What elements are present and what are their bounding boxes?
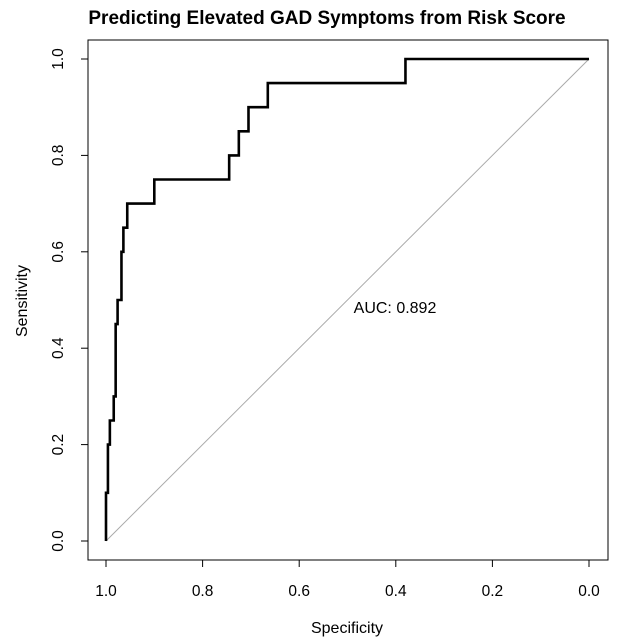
x-tick-label: 0.2 (482, 583, 504, 600)
y-axis: 0.0 0.2 0.4 0.6 0.8 1.0 (50, 48, 89, 552)
auc-annotation: AUC: 0.892 (354, 300, 437, 317)
y-tick-label: 0.4 (50, 337, 67, 359)
x-tick-label: 0.8 (192, 583, 214, 600)
x-axis-title: Specificity (311, 620, 383, 637)
x-tick-label: 1.0 (95, 583, 117, 600)
x-tick-label: 0.0 (578, 583, 600, 600)
y-tick-label: 0.8 (50, 145, 67, 167)
y-tick-label: 0.2 (50, 434, 67, 456)
x-axis: 1.0 0.8 0.6 0.4 0.2 0.0 (95, 559, 600, 600)
roc-curve-line (104, 57, 589, 541)
y-tick-label: 0.0 (50, 530, 67, 552)
x-tick-label: 0.6 (288, 583, 310, 600)
chart-title: Predicting Elevated GAD Symptoms from Ri… (88, 8, 565, 29)
x-tick-label: 0.4 (385, 583, 407, 600)
y-tick-label: 0.6 (50, 241, 67, 263)
diagonal-reference-line (105, 58, 590, 542)
y-axis-title: Sensitivity (14, 265, 31, 337)
y-tick-label: 1.0 (50, 48, 67, 70)
